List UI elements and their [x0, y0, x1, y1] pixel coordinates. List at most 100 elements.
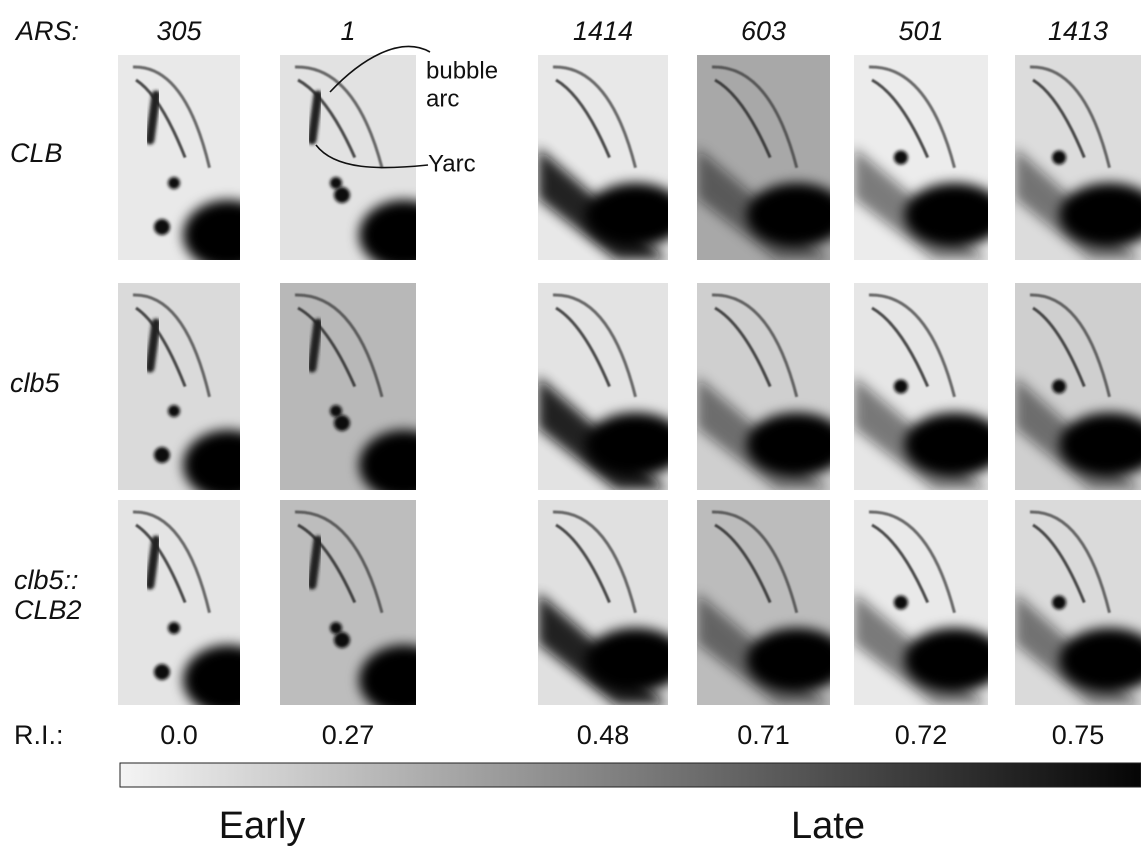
blob [904, 412, 988, 477]
gel-image [280, 283, 416, 490]
y-arc [1032, 523, 1086, 604]
spot [1052, 379, 1067, 394]
ars-number: 305 [156, 16, 202, 46]
ri-value: 0.75 [1052, 720, 1105, 750]
y-arc [297, 306, 357, 388]
ars-number: 603 [741, 16, 786, 46]
blob [359, 645, 416, 705]
y-arc [871, 78, 930, 159]
y-arc [555, 523, 611, 604]
blob [585, 627, 668, 692]
gel-image [538, 55, 668, 260]
gel-image [118, 283, 240, 490]
bubble-arc [868, 293, 956, 398]
spot [893, 379, 908, 394]
gel-image [1015, 283, 1141, 490]
gel-content [280, 283, 416, 490]
gel-content [280, 55, 416, 260]
y-arc [1032, 78, 1086, 159]
y-arc [871, 306, 930, 388]
blob [359, 430, 416, 490]
bubble-arc [1029, 293, 1111, 398]
gel-content [118, 55, 240, 260]
ars-number: 501 [898, 16, 943, 46]
bubble-arc [868, 510, 956, 614]
annotation: arc [426, 85, 459, 112]
gel-image [854, 500, 988, 705]
spot [330, 177, 342, 189]
spot [334, 415, 350, 431]
spot-streak [307, 90, 323, 145]
gel-image [280, 55, 416, 260]
spot [334, 632, 350, 648]
bubble-arc [1029, 510, 1111, 614]
blob [746, 182, 830, 247]
row-label: CLB2 [14, 595, 82, 625]
gel-panels [118, 55, 1141, 705]
bubble-arc [132, 510, 211, 614]
bubble-arc [711, 293, 799, 398]
spot-streak [145, 318, 161, 373]
blob [1059, 412, 1141, 477]
gel-content [697, 283, 830, 490]
gel-image [854, 55, 988, 260]
y-arc [135, 78, 187, 159]
spot [334, 187, 350, 203]
y-arc [714, 523, 772, 604]
gel-content [118, 283, 240, 490]
ri-value: 0.71 [737, 720, 790, 750]
y-arc [871, 523, 930, 604]
gel-image [1015, 500, 1141, 705]
blob [904, 627, 988, 692]
gel-image [697, 55, 830, 260]
y-arc [135, 523, 187, 604]
ri-value: 0.0 [160, 720, 198, 750]
gel-content [854, 283, 988, 490]
gel-content [697, 55, 830, 260]
spot [893, 150, 908, 165]
gel-image [280, 500, 416, 705]
blob [1059, 182, 1141, 247]
ars-label: ARS: [14, 16, 79, 46]
blob [746, 627, 830, 692]
y-arc [297, 523, 357, 604]
gel-content [538, 55, 668, 260]
blob [746, 412, 830, 477]
bubble-arc [552, 293, 637, 398]
spot [330, 622, 342, 634]
y-arc [135, 306, 187, 388]
spot-streak [145, 535, 161, 590]
gel-content [1015, 283, 1141, 490]
gel-content [854, 55, 988, 260]
row-label: clb5 [10, 368, 61, 398]
ars-number: 1 [340, 16, 355, 46]
gel-content [1015, 55, 1141, 260]
gel-content [280, 500, 416, 705]
gel-image [538, 283, 668, 490]
blob [183, 645, 240, 705]
ri-value: 0.72 [895, 720, 948, 750]
spot [330, 405, 342, 417]
blob [1059, 627, 1141, 692]
blob [585, 412, 668, 477]
gel-image [697, 500, 830, 705]
y-arc [555, 306, 611, 388]
spot [154, 664, 170, 680]
blob [183, 200, 240, 260]
ri-value: 0.27 [322, 720, 375, 750]
blob [585, 182, 668, 247]
ri-value: 0.48 [577, 720, 630, 750]
spot [168, 177, 180, 189]
gel-content [1015, 500, 1141, 705]
spot-streak [145, 90, 161, 145]
bubble-arc [294, 293, 384, 398]
bubble-arc [552, 65, 637, 169]
annotation: Yarc [428, 150, 476, 177]
bubble-arc [294, 65, 384, 169]
scale-label: Early [219, 805, 306, 846]
annotation-line [315, 144, 429, 169]
blob [183, 430, 240, 490]
y-arc [714, 78, 772, 159]
ars-number: 1414 [573, 16, 633, 46]
